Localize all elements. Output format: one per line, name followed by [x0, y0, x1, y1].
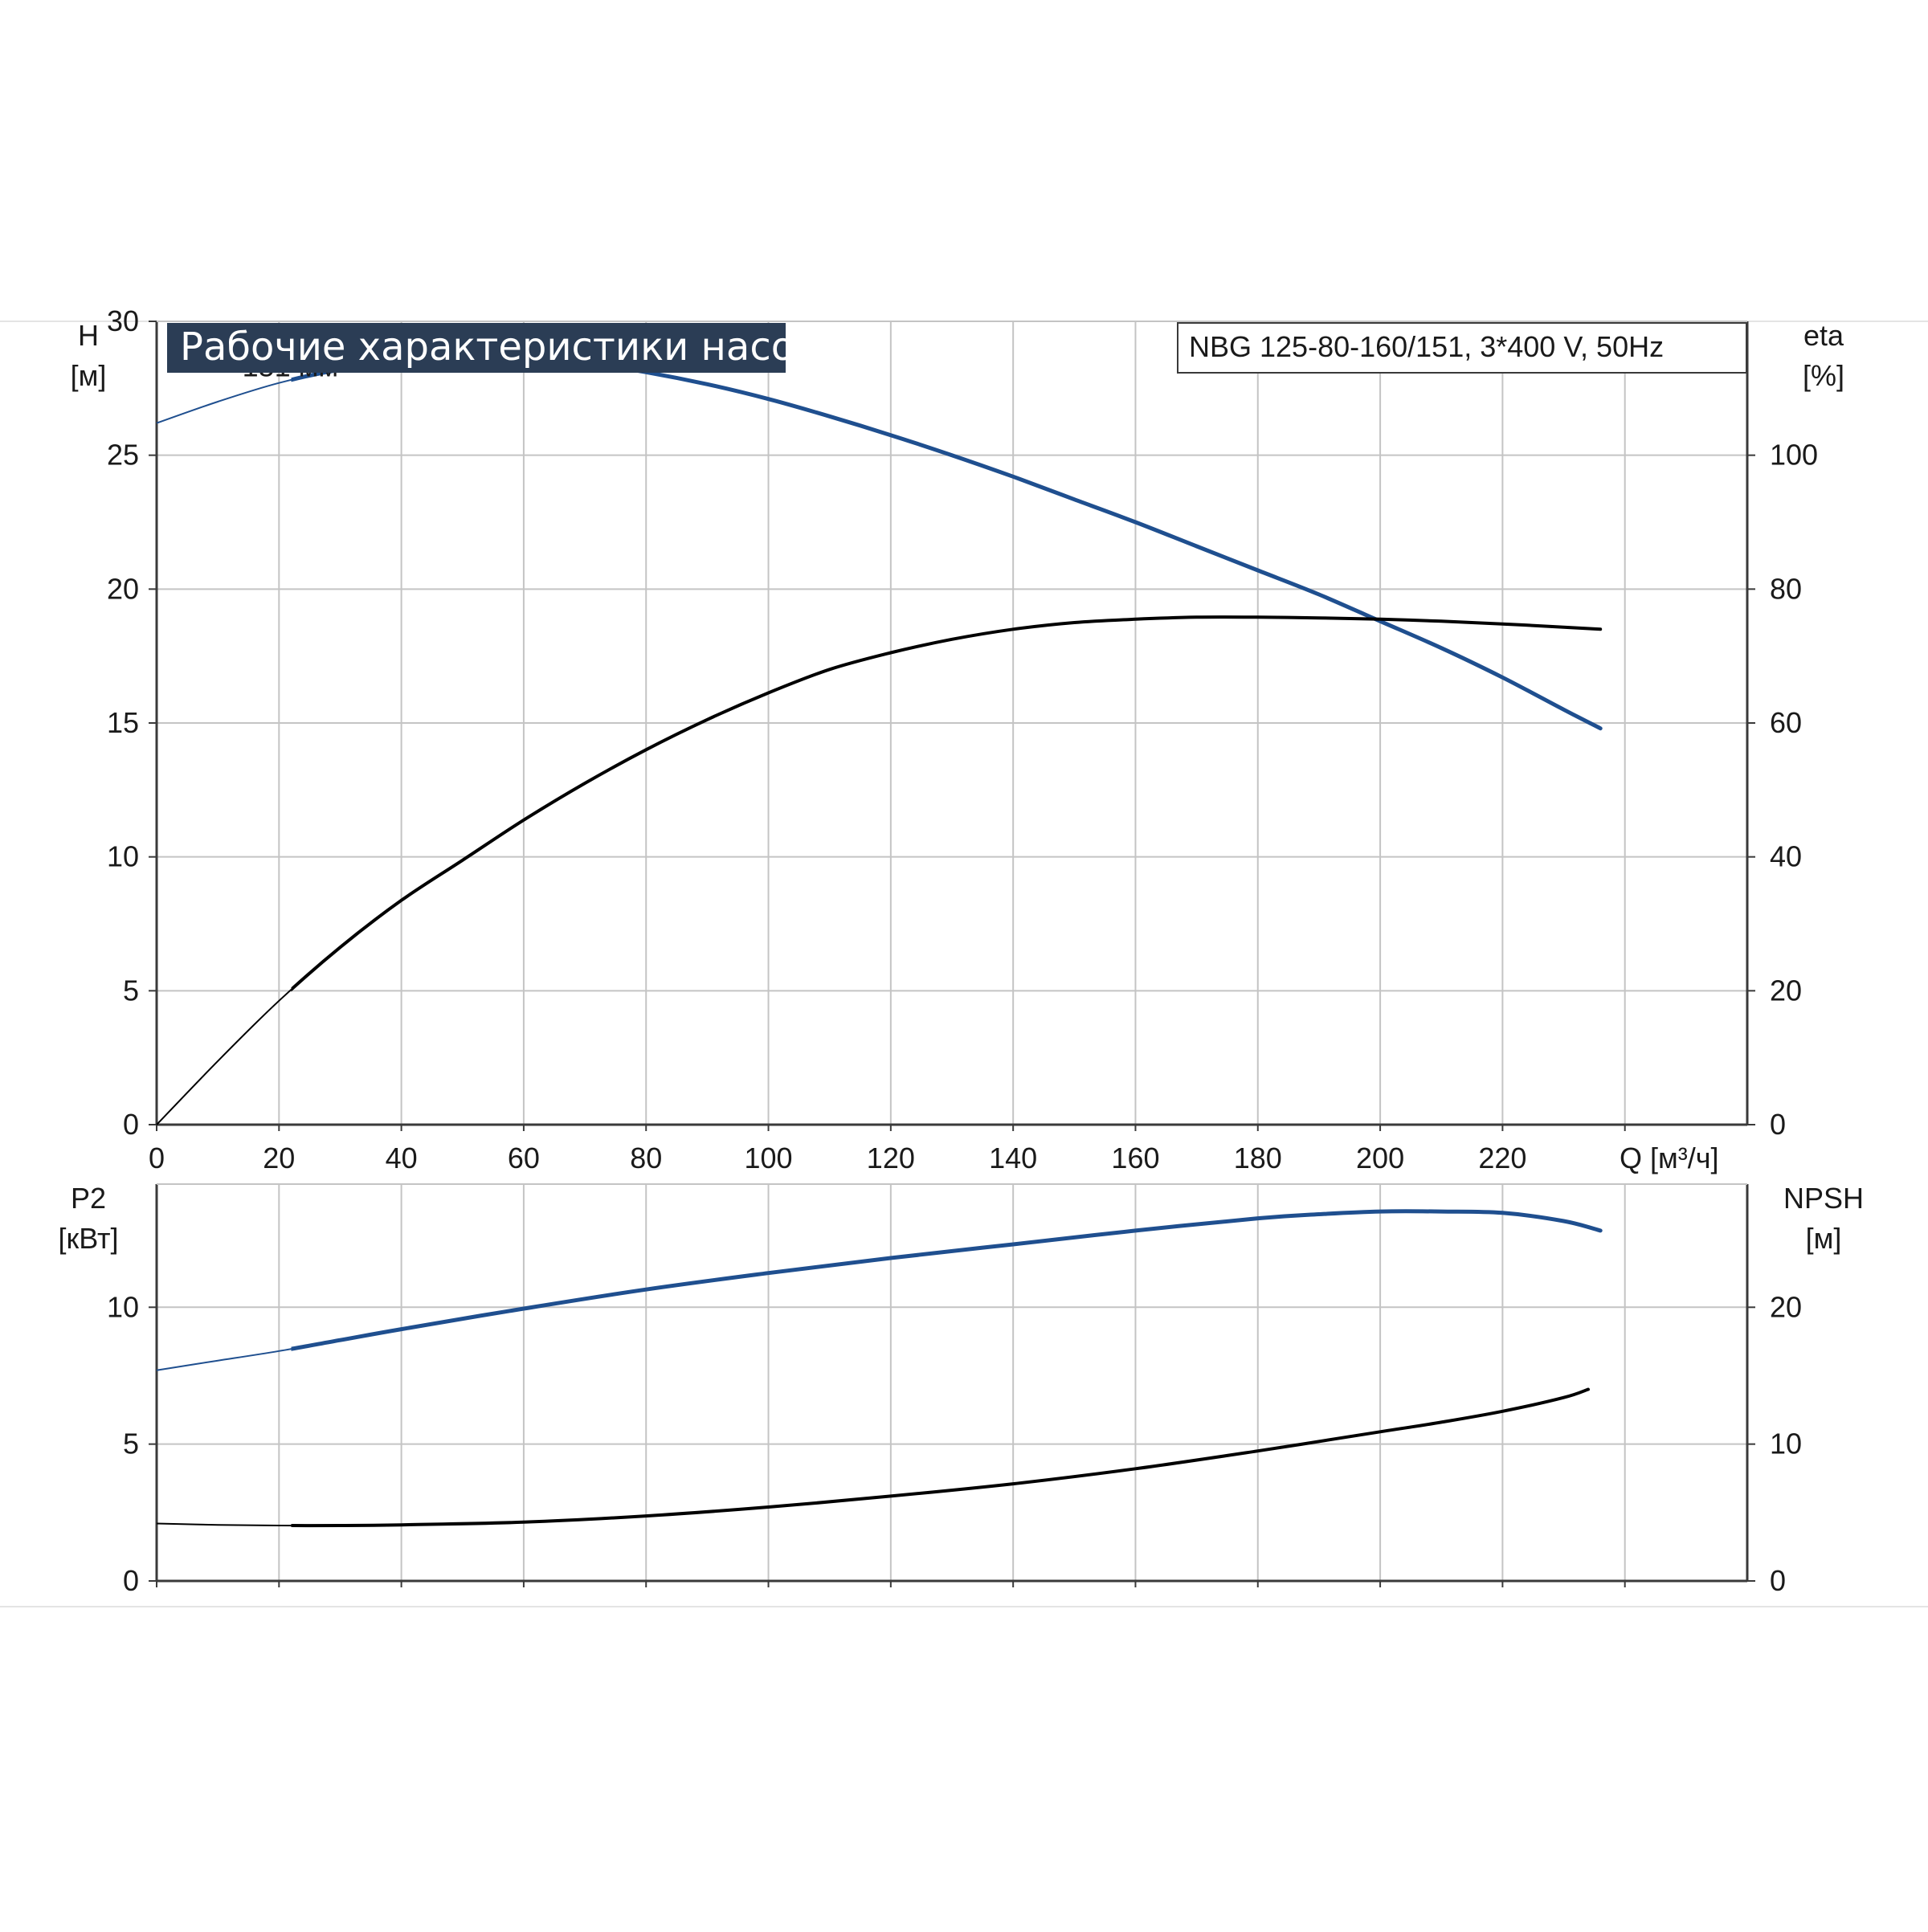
bottom-left-axis-unit: [кВт] — [58, 1222, 118, 1255]
bottom-chart-curves — [156, 1209, 1603, 1528]
top-x-tick-label: 0 — [149, 1142, 165, 1174]
bottom-right-tick-label: 20 — [1770, 1290, 1802, 1323]
top-chart-grid — [149, 321, 1755, 1131]
bottom-npsh-curve-thin — [156, 1388, 1589, 1527]
x-axis-title: Q [м³/ч] — [1620, 1142, 1719, 1174]
top-head-curve — [291, 353, 1603, 731]
top-x-tick-label: 80 — [630, 1142, 662, 1174]
top-efficiency-curve-thin — [156, 616, 1601, 1125]
top-x-tick-label: 100 — [744, 1142, 792, 1174]
top-x-tick-label: 60 — [508, 1142, 540, 1174]
subtitle-box — [1177, 322, 1747, 374]
top-right-axis-title: eta — [1803, 319, 1844, 352]
chart-title: Рабочие характеристики насоса — [180, 325, 839, 370]
top-x-tick-label: 200 — [1356, 1142, 1404, 1174]
top-right-tick-label: 0 — [1770, 1108, 1786, 1141]
top-left-tick-label: 25 — [107, 439, 139, 472]
bottom-right-axis-title: NPSH — [1783, 1182, 1864, 1215]
top-left-tick-label: 0 — [123, 1108, 139, 1141]
top-x-tick-label: 220 — [1478, 1142, 1526, 1174]
bottom-right-tick-label: 0 — [1770, 1564, 1786, 1597]
top-left-axis-title: H — [78, 319, 99, 352]
top-right-tick-label: 40 — [1770, 840, 1802, 873]
top-left-tick-label: 5 — [123, 974, 139, 1007]
top-left-tick-label: 10 — [107, 840, 139, 873]
top-head-curve-thin — [156, 355, 1601, 729]
chart-subtitle: NBG 125-80-160/151, 3*400 V, 50Hz — [1189, 330, 1664, 363]
top-right-tick-label: 60 — [1770, 706, 1802, 739]
bottom-npsh-curve — [291, 1387, 1590, 1528]
bottom-chart-grid — [149, 1183, 1755, 1587]
bottom-left-axis-title: P2 — [71, 1182, 106, 1215]
top-chart-curves — [156, 353, 1603, 1125]
top-left-tick-label: 20 — [107, 572, 139, 605]
top-x-tick-label: 160 — [1111, 1142, 1159, 1174]
bottom-left-tick-label: 0 — [123, 1564, 139, 1597]
top-left-axis-unit: [м] — [71, 359, 107, 392]
title-box — [167, 323, 786, 373]
bottom-power-curve — [291, 1209, 1603, 1351]
top-x-tick-label: 120 — [867, 1142, 915, 1174]
top-x-tick-label: 140 — [989, 1142, 1037, 1174]
bottom-left-tick-label: 10 — [107, 1290, 139, 1323]
top-x-tick-label: 20 — [263, 1142, 295, 1174]
top-x-tick-label: 40 — [386, 1142, 418, 1174]
top-right-tick-label: 80 — [1770, 572, 1802, 605]
bottom-right-axis-unit: [м] — [1806, 1222, 1842, 1255]
top-x-tick-label: 180 — [1234, 1142, 1282, 1174]
top-efficiency-curve — [291, 615, 1603, 992]
top-left-tick-label: 15 — [107, 706, 139, 739]
bottom-left-tick-label: 5 — [123, 1428, 139, 1460]
top-right-tick-label: 20 — [1770, 974, 1802, 1007]
top-right-axis-unit: [%] — [1803, 359, 1844, 392]
bottom-right-tick-label: 10 — [1770, 1428, 1802, 1460]
top-left-tick-label: 30 — [107, 304, 139, 337]
bottom-power-curve-thin — [156, 1210, 1601, 1371]
top-right-tick-label: 100 — [1770, 439, 1818, 472]
